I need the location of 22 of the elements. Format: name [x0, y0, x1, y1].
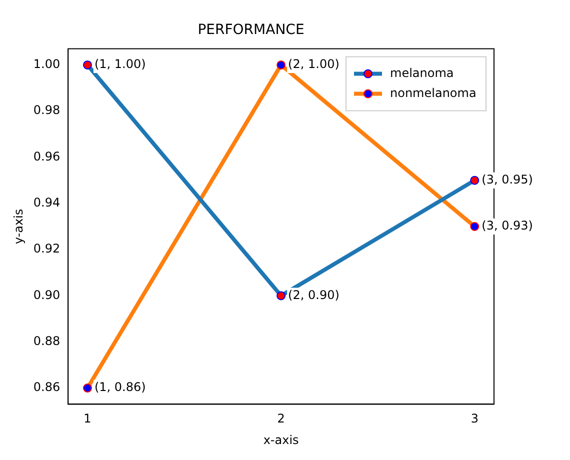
y-tick-label: 0.96 — [33, 149, 60, 164]
y-axis-title: y-axis — [11, 208, 26, 244]
x-tick-label: 2 — [277, 412, 285, 426]
legend-label: nonmelanoma — [390, 86, 476, 100]
annotation: (3, 0.95) — [482, 172, 533, 186]
annotation: (2, 0.90) — [288, 288, 340, 302]
y-tick-label: 0.88 — [33, 334, 60, 348]
y-tick-label: 1.00 — [33, 57, 60, 72]
annotation: (2, 1.00) — [288, 57, 340, 72]
annotation: (3, 0.93) — [482, 218, 533, 233]
y-tick-label: 0.92 — [33, 242, 60, 256]
y-tick-label: 0.86 — [33, 380, 60, 394]
x-tick-label: 3 — [470, 412, 478, 426]
chart-title: PERFORMANCE — [198, 22, 304, 38]
y-tick-label: 0.90 — [33, 288, 60, 302]
y-tick-label: 0.98 — [33, 103, 60, 118]
x-axis-title: x-axis — [263, 432, 299, 447]
x-tick-label: 1 — [84, 412, 92, 426]
legend-label: melanoma — [390, 66, 454, 80]
annotation: (1, 1.00) — [94, 57, 146, 72]
annotation: (1, 0.86) — [94, 380, 146, 394]
y-tick-label: 0.94 — [33, 196, 60, 210]
